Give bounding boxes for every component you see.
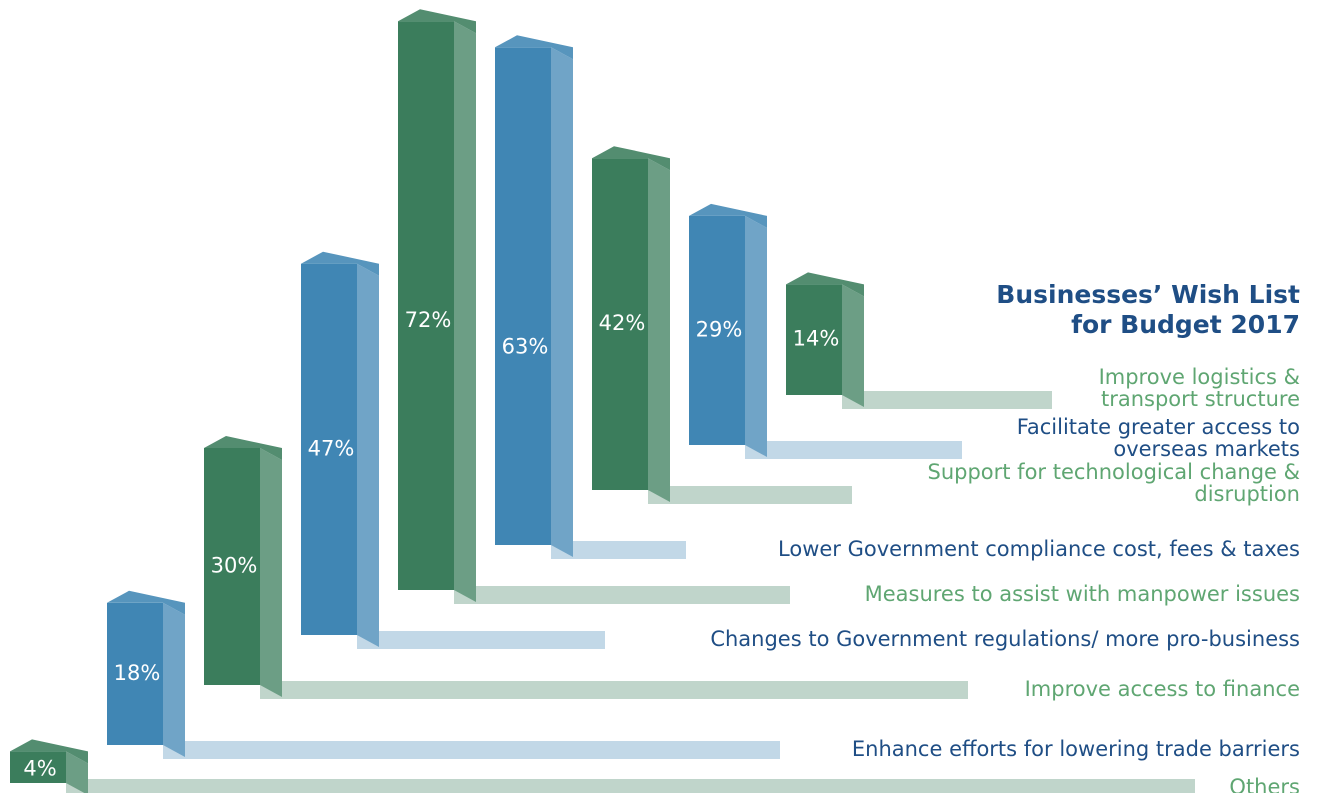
bar-side [260,448,282,697]
bar [398,9,476,602]
bar-side [745,215,767,457]
data-label: 42% [599,311,646,335]
base-strip [66,779,1195,793]
bar-front [689,215,745,445]
category-label: Support for technological change & [927,460,1300,484]
base-strip [551,541,686,559]
bar-side [551,47,573,558]
bar-front [398,21,454,590]
bar-top [786,272,864,297]
bar-front [301,263,357,635]
category-label: Facilitate greater access to [1017,415,1300,439]
data-label: 72% [405,308,452,332]
data-label: 47% [308,436,355,460]
bar-top [204,436,282,460]
bar [204,436,282,697]
bar [495,35,573,558]
data-label: 63% [502,334,549,358]
base-strip [454,586,790,604]
bar-front [592,158,648,490]
bar-top [495,35,573,60]
base-strip [842,391,1052,409]
bar-side [648,158,670,502]
bar [689,203,767,457]
bar-top [689,203,767,228]
category-label: Enhance efforts for lowering trade barri… [852,737,1300,761]
category-label: Improve logistics & [1099,365,1300,389]
bar [107,590,185,757]
chart-title: for Budget 2017 [1071,310,1300,339]
bar-side [163,602,185,757]
category-label: disruption [1194,482,1300,506]
base-strip [163,741,780,759]
data-label: 29% [696,317,743,341]
bar-top [10,739,88,764]
category-label: Improve access to finance [1025,677,1300,701]
bar-top [107,590,185,615]
bar-side [66,751,88,793]
bar [786,272,864,407]
base-strip [648,486,852,504]
chart-title: Businesses’ Wish List [996,280,1300,309]
base-strip [260,681,968,699]
category-label: Others [1229,775,1300,793]
bar-top [398,9,476,34]
bar [10,739,88,793]
data-label: 18% [114,661,161,685]
bar [301,251,379,647]
bar-top [592,146,670,171]
data-label: 14% [793,327,840,351]
bar-side [842,284,864,407]
bar-top [301,251,379,276]
bar-front [10,751,66,783]
bar-front [107,602,163,745]
data-label: 30% [211,554,258,578]
bar-front [204,448,260,685]
base-strip [745,441,962,459]
bar-side [454,21,476,602]
bar [592,146,670,502]
category-label: overseas markets [1113,437,1300,461]
category-label: Measures to assist with manpower issues [865,582,1300,606]
bar-front [495,47,551,546]
base-strip [357,631,605,649]
category-label: Lower Government compliance cost, fees &… [778,537,1300,561]
category-label: Changes to Government regulations/ more … [710,627,1300,651]
data-label: 4% [23,756,56,780]
category-label: transport structure [1101,387,1300,411]
bar-front [786,284,842,395]
bar-side [357,263,379,647]
